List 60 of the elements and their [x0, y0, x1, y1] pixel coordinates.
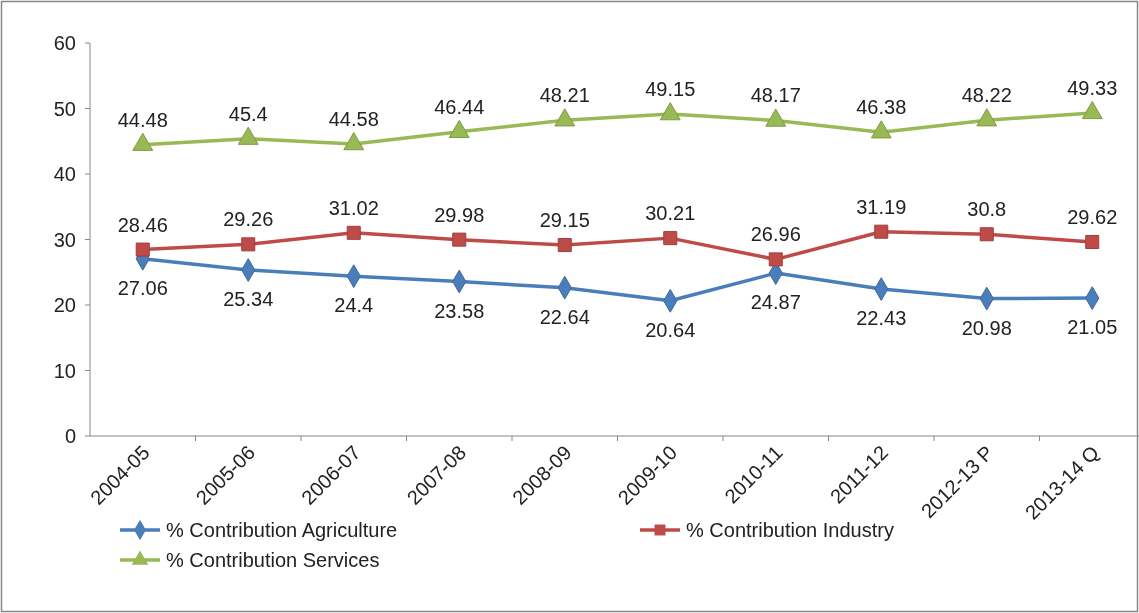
point: [659, 102, 681, 121]
point: [870, 120, 892, 139]
y-tick-label: 40: [53, 163, 76, 185]
data-label: 48.21: [539, 84, 590, 107]
point: [874, 224, 889, 239]
legend-label: % Contribution Agriculture: [166, 519, 398, 541]
point: [135, 242, 150, 257]
data-label: 24.87: [750, 291, 801, 314]
data-label: 31.19: [856, 195, 907, 218]
data-label: 44.48: [117, 108, 168, 131]
y-tick-label: 30: [53, 228, 76, 251]
data-label: 48.22: [961, 84, 1012, 107]
data-label: 46.44: [434, 95, 485, 118]
point: [346, 225, 361, 240]
point: [237, 126, 259, 145]
data-label: 29.62: [1067, 205, 1118, 228]
data-label: 49.15: [645, 78, 696, 101]
data-label: 20.98: [961, 316, 1012, 339]
point: [452, 232, 467, 247]
data-label: 29.15: [539, 209, 590, 232]
data-label: 44.58: [328, 108, 379, 130]
data-label: 23.58: [434, 299, 485, 322]
point: [343, 132, 365, 151]
y-tick-label: 50: [53, 97, 76, 120]
y-tick-label: 20: [53, 294, 76, 316]
y-tick-label: 10: [53, 359, 76, 382]
point: [241, 237, 256, 252]
data-label: 25.34: [223, 288, 274, 311]
data-label: 48.17: [750, 84, 801, 107]
data-label: 21.05: [1067, 316, 1118, 339]
data-label: 27.06: [117, 276, 168, 299]
data-label: 49.33: [1067, 76, 1118, 99]
data-label: 29.98: [434, 203, 485, 226]
y-tick-label: 0: [64, 425, 76, 447]
point: [768, 252, 783, 267]
data-label: 30.21: [645, 202, 696, 225]
data-label: 22.43: [856, 307, 907, 330]
data-label: 24.4: [334, 294, 374, 317]
point: [976, 108, 998, 127]
point: [765, 108, 787, 127]
data-label: 28.46: [117, 213, 168, 236]
data-label: 46.38: [856, 96, 907, 119]
data-label: 30.8: [967, 198, 1007, 221]
point: [557, 238, 572, 253]
data-label: 45.4: [228, 102, 268, 125]
point: [554, 108, 576, 127]
point: [1085, 234, 1100, 250]
y-tick-label: 60: [53, 32, 76, 54]
data-label: 31.02: [328, 196, 379, 219]
point: [132, 132, 154, 151]
point: [663, 231, 678, 246]
legend-label: % Contribution Services: [166, 549, 380, 571]
point: [448, 119, 470, 139]
data-label: 22.64: [539, 305, 590, 328]
point: [1081, 100, 1103, 120]
data-label: 29.26: [223, 208, 274, 231]
point: [979, 227, 994, 242]
data-label: 20.64: [645, 318, 696, 341]
legend-label: % Contribution Industry: [686, 519, 894, 541]
data-label: 26.96: [750, 223, 801, 246]
